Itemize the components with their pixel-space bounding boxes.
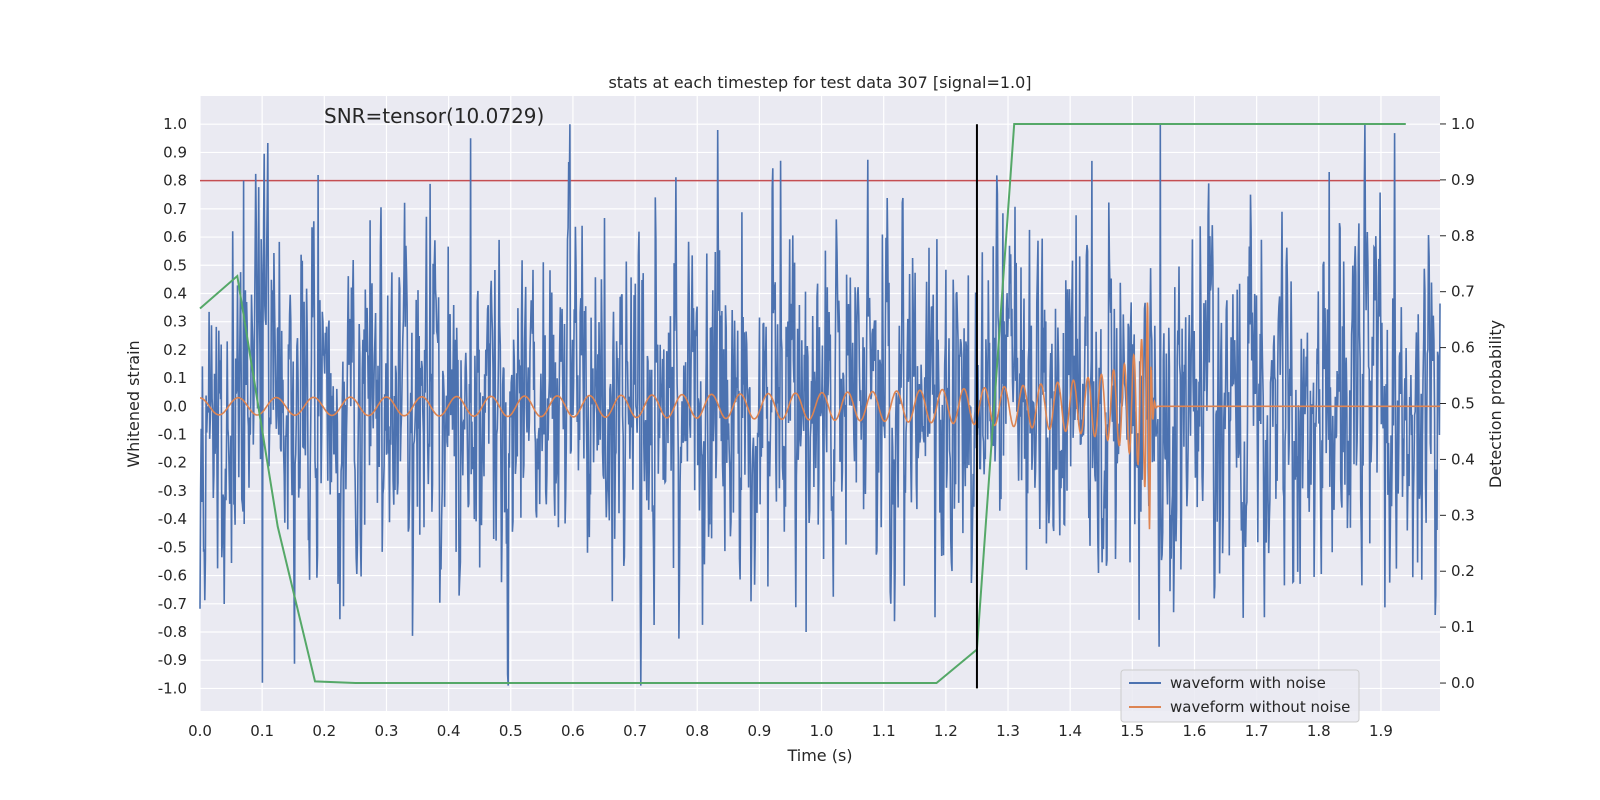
y-tick-label: -1.0 xyxy=(158,679,187,697)
x-tick-label: 0.9 xyxy=(747,722,771,740)
y-tick-label: -0.2 xyxy=(158,454,187,472)
chart-title: stats at each timestep for test data 307… xyxy=(608,73,1031,92)
x-axis-ticks: 0.0 0.1 0.2 0.3 0.4 0.5 0.6 0.7 0.8 0.9 1.0 1.1 1.2 1… xyxy=(188,722,1393,740)
y-tick-label: 0.7 xyxy=(163,200,187,218)
y2-tick-label: 0.2 xyxy=(1451,562,1475,580)
x-tick-label: 0.3 xyxy=(375,722,399,740)
y2-tick-label: 0.7 xyxy=(1451,283,1475,301)
x-tick-label: 1.1 xyxy=(872,722,896,740)
y-tick-label: -0.4 xyxy=(158,510,187,528)
legend: waveform with noise waveform without noi… xyxy=(1120,669,1360,723)
y2-tick-label: 0.8 xyxy=(1451,227,1475,245)
y-tick-label: -0.8 xyxy=(158,623,187,641)
y2-tick-label: 0.0 xyxy=(1451,674,1475,692)
y2-tick-label: 0.6 xyxy=(1451,339,1475,357)
series-detection-probability xyxy=(199,123,1406,684)
y2-tick-label: 0.4 xyxy=(1451,450,1475,468)
y-tick-label: 0.8 xyxy=(163,172,187,190)
x-tick-label: 1.2 xyxy=(934,722,958,740)
legend-label-noise: waveform with noise xyxy=(1170,674,1326,692)
series-waveform-with-noise xyxy=(199,124,1441,686)
y2-axis-label: Detection probability xyxy=(1486,320,1505,488)
x-tick-label: 0.0 xyxy=(188,722,212,740)
y-tick-label: -0.5 xyxy=(158,538,187,556)
x-tick-label: 0.8 xyxy=(685,722,709,740)
y2-tick-label: 0.9 xyxy=(1451,171,1475,189)
y-tick-label: 1.0 xyxy=(163,115,187,133)
y-tick-label: 0.2 xyxy=(163,341,187,359)
x-tick-label: 0.2 xyxy=(312,722,336,740)
y-tick-label: -0.1 xyxy=(158,426,187,444)
x-tick-label: 1.5 xyxy=(1120,722,1144,740)
y-tick-label: 0.4 xyxy=(163,284,187,302)
x-tick-label: 1.8 xyxy=(1307,722,1331,740)
x-tick-label: 0.7 xyxy=(623,722,647,740)
snr-annotation: SNR=tensor(10.0729) xyxy=(324,104,544,128)
y-tick-label: 0.1 xyxy=(163,369,187,387)
x-tick-label: 0.4 xyxy=(437,722,461,740)
y2-axis-ticks: 1.0 0.9 0.8 0.7 0.6 0.5 0.4 0.3 0.2 0.1 0.0 xyxy=(1440,115,1475,692)
y2-tick-label: 0.1 xyxy=(1451,618,1475,636)
y-tick-label: -0.3 xyxy=(158,482,187,500)
y-axis-label: Whitened strain xyxy=(124,340,143,467)
y-axis-ticks: 1.0 0.9 0.8 0.7 0.6 0.5 0.4 0.3 0.2 0.1 0.0 -0.1 -0.… xyxy=(158,115,187,697)
x-tick-label: 1.0 xyxy=(810,722,834,740)
x-tick-label: 0.6 xyxy=(561,722,585,740)
legend-box xyxy=(1120,669,1360,723)
x-tick-label: 1.9 xyxy=(1369,722,1393,740)
series-waveform-without-noise xyxy=(200,302,1440,530)
y-tick-label: -0.6 xyxy=(158,567,187,585)
x-axis-label: Time (s) xyxy=(786,746,852,765)
plot-lines xyxy=(199,123,1441,689)
y-tick-label: -0.9 xyxy=(158,651,187,669)
y-tick-label: -0.7 xyxy=(158,595,187,613)
y-tick-label: 0.5 xyxy=(163,256,187,274)
x-tick-label: 1.3 xyxy=(996,722,1020,740)
y-tick-label: 0.0 xyxy=(163,397,187,415)
y2-tick-label: 1.0 xyxy=(1451,115,1475,133)
x-tick-label: 1.4 xyxy=(1058,722,1082,740)
x-tick-label: 0.5 xyxy=(499,722,523,740)
x-tick-label: 0.1 xyxy=(250,722,274,740)
legend-label-clean: waveform without noise xyxy=(1170,698,1350,716)
x-tick-label: 1.7 xyxy=(1245,722,1269,740)
y2-tick-label: 0.5 xyxy=(1451,395,1475,413)
y-tick-label: 0.3 xyxy=(163,313,187,331)
y-tick-label: 0.9 xyxy=(163,143,187,161)
x-tick-label: 1.6 xyxy=(1183,722,1207,740)
y2-tick-label: 0.3 xyxy=(1451,506,1475,524)
y-tick-label: 0.6 xyxy=(163,228,187,246)
